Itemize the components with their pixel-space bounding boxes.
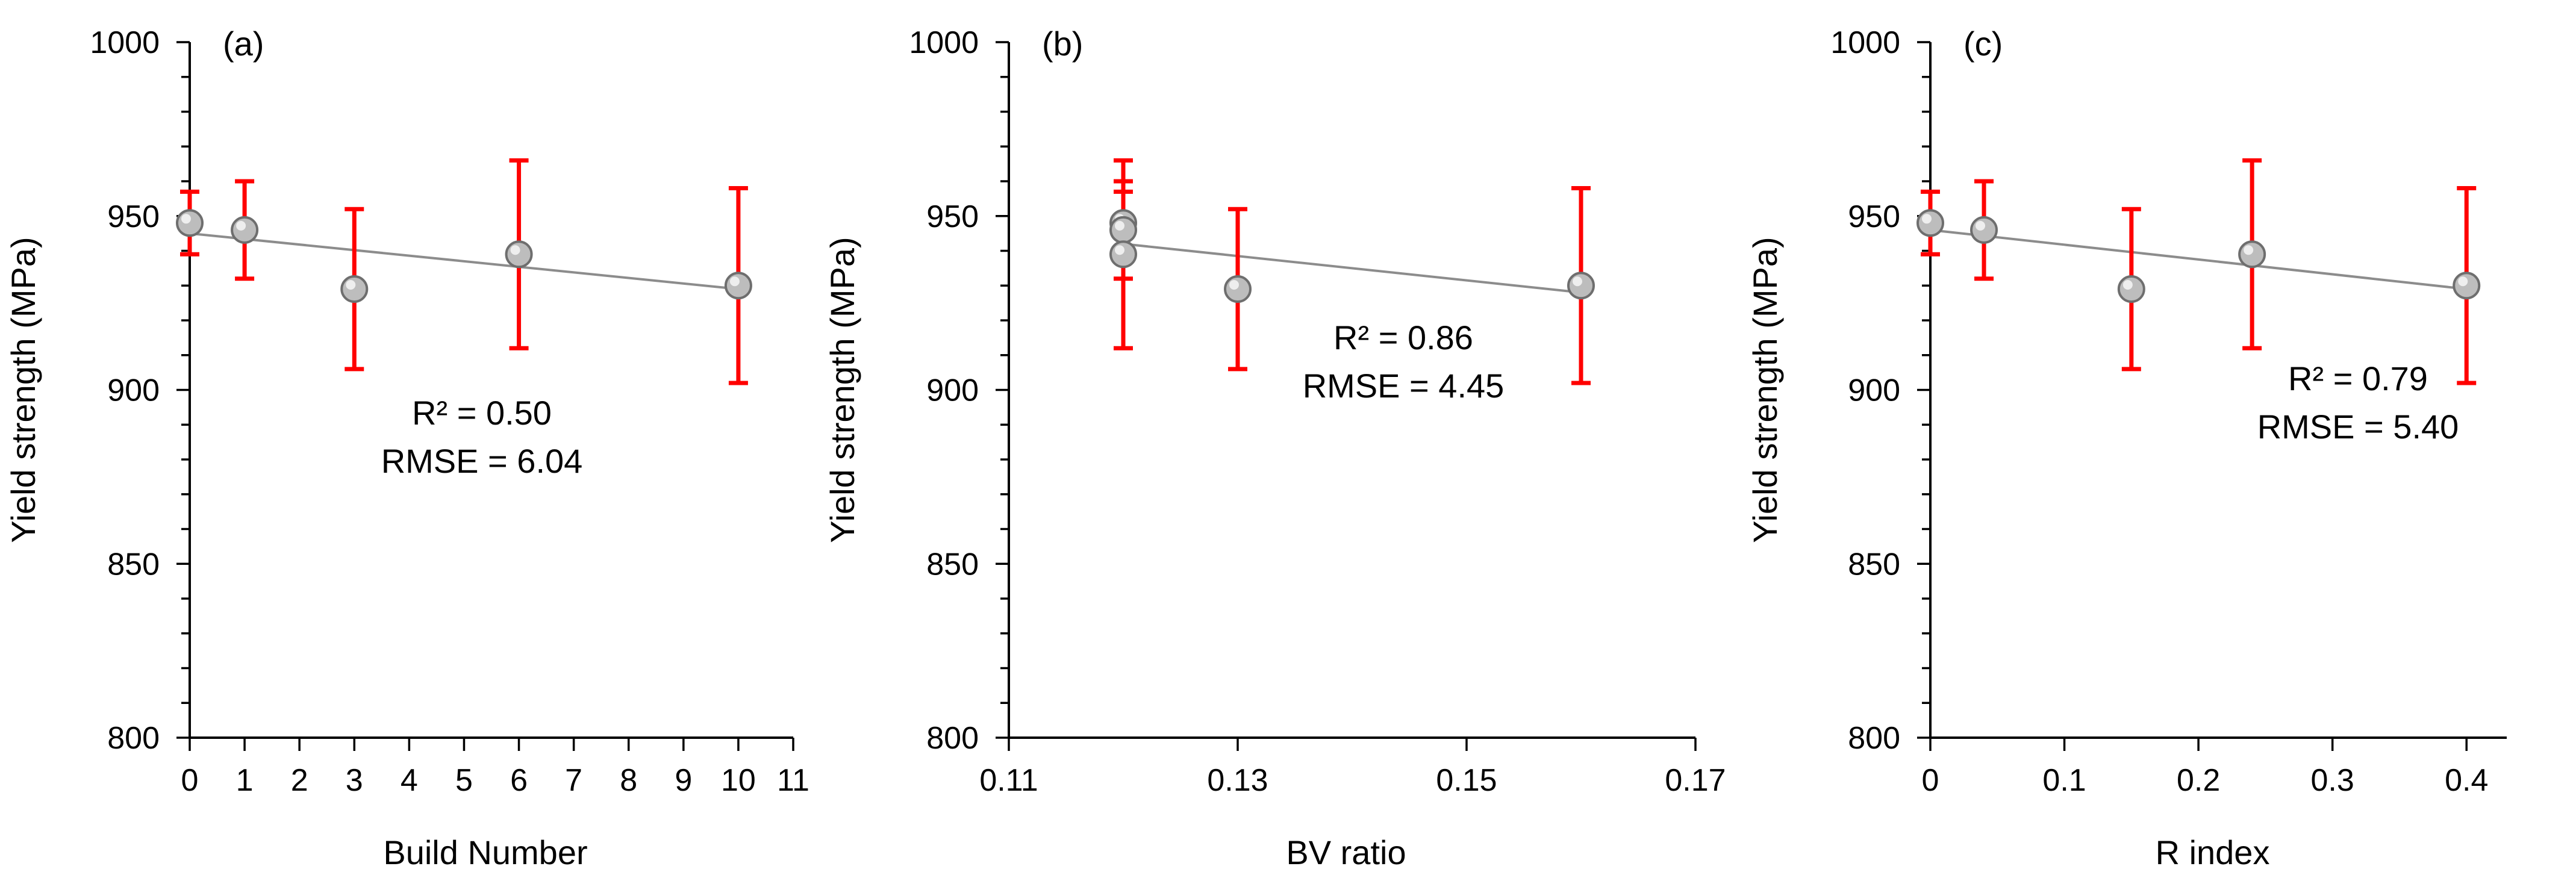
x-tick-label: 4 [401, 763, 418, 798]
x-axis-title: R index [2156, 833, 2270, 871]
data-point-highlight [1115, 245, 1124, 255]
data-point [724, 272, 752, 300]
x-tick-label: 5 [455, 763, 473, 798]
x-tick-label: 7 [565, 763, 582, 798]
data-point [2238, 240, 2266, 269]
fit-annotation: RMSE = 5.40 [2257, 408, 2459, 446]
data-point [1224, 275, 1252, 304]
trendline [189, 232, 739, 291]
fit-annotation: RMSE = 6.04 [381, 442, 583, 480]
x-tick-label: 0.1 [2042, 763, 2086, 798]
y-axis-title: Yield strength (MPa) [823, 237, 861, 543]
data-point [2117, 275, 2145, 304]
y-tick-label: 800 [1848, 721, 1900, 756]
data-point [2453, 272, 2481, 300]
panel-label: (a) [223, 25, 264, 63]
x-tick-label: 6 [510, 763, 528, 798]
y-axis-title: Yield strength (MPa) [1746, 237, 1784, 543]
x-tick-label: 0.13 [1207, 763, 1268, 798]
fit-annotation: RMSE = 4.45 [1303, 367, 1505, 405]
data-point-highlight [346, 280, 356, 290]
x-tick-label: 0.15 [1436, 763, 1497, 798]
y-tick-label: 900 [1848, 373, 1900, 408]
y-tick-label: 1000 [90, 25, 160, 60]
x-tick-label: 10 [721, 763, 756, 798]
data-point [1916, 209, 1944, 237]
y-tick-label: 950 [107, 199, 160, 234]
y-tick-label: 1000 [1830, 25, 1900, 60]
data-point [231, 216, 259, 244]
y-axis-title: Yield strength (MPa) [4, 237, 42, 543]
chart-panel-1: 800 850 900 950 1000 0 1 2 3 4 5 6 7 8 9 10 11 Build Numb… [4, 25, 809, 871]
y-tick-label: 1000 [909, 25, 979, 60]
x-tick-label: 9 [675, 763, 692, 798]
x-tick-label: 8 [620, 763, 637, 798]
y-tick-label: 800 [926, 721, 979, 756]
data-point [1109, 216, 1137, 244]
data-point [1567, 272, 1595, 300]
x-tick-label: 11 [777, 763, 809, 798]
data-point-highlight [729, 276, 740, 287]
panel-label: (b) [1042, 25, 1083, 63]
x-axis-title: Build Number [383, 833, 587, 871]
panel-label: (c) [1963, 25, 2003, 63]
data-point-highlight [1229, 280, 1239, 290]
y-tick-label: 800 [107, 721, 160, 756]
data-point-highlight [2122, 280, 2133, 290]
data-point-highlight [1115, 220, 1124, 231]
x-tick-label: 2 [291, 763, 308, 798]
data-point-highlight [1922, 214, 1932, 224]
x-tick-label: 0.3 [2311, 763, 2354, 798]
fit-annotation: R² = 0.79 [2288, 360, 2428, 397]
data-point [1109, 240, 1137, 269]
chart-panel-3: 800 850 900 950 1000 0 0.1 0.2 0.3 0.4 R index Yiel… [1746, 25, 2507, 871]
y-tick-label: 850 [926, 547, 979, 582]
data-point [1970, 216, 1998, 244]
y-tick-label: 850 [1848, 547, 1900, 582]
data-point [176, 209, 204, 237]
trendline [1123, 242, 1582, 294]
data-point-highlight [510, 245, 520, 255]
x-tick-label: 3 [346, 763, 363, 798]
trendline [1930, 228, 2467, 291]
y-tick-label: 900 [107, 373, 160, 408]
fit-annotation: R² = 0.86 [1333, 319, 1473, 356]
x-tick-label: 0 [1922, 763, 1939, 798]
data-point-highlight [236, 220, 246, 231]
data-point-highlight [1573, 276, 1582, 287]
data-point-highlight [2244, 245, 2254, 255]
x-tick-label: 0.2 [2177, 763, 2220, 798]
y-tick-label: 850 [107, 547, 160, 582]
data-point [340, 275, 369, 304]
fit-annotation: R² = 0.50 [412, 394, 552, 432]
data-point-highlight [181, 214, 191, 224]
x-axis-title: BV ratio [1286, 833, 1406, 871]
x-tick-label: 0.17 [1665, 763, 1726, 798]
data-point-highlight [1976, 220, 1986, 231]
data-point [505, 240, 533, 269]
data-point-highlight [2458, 276, 2468, 287]
x-tick-label: 0.11 [979, 763, 1038, 798]
x-tick-label: 0.4 [2445, 763, 2488, 798]
x-tick-label: 0 [181, 763, 199, 798]
y-tick-label: 950 [926, 199, 979, 234]
x-tick-label: 1 [236, 763, 254, 798]
chart-panel-2: 800 850 900 950 1000 0.11 0.13 0.15 0.17 BV ratio… [823, 25, 1726, 871]
y-tick-label: 950 [1848, 199, 1900, 234]
y-tick-label: 900 [926, 373, 979, 408]
